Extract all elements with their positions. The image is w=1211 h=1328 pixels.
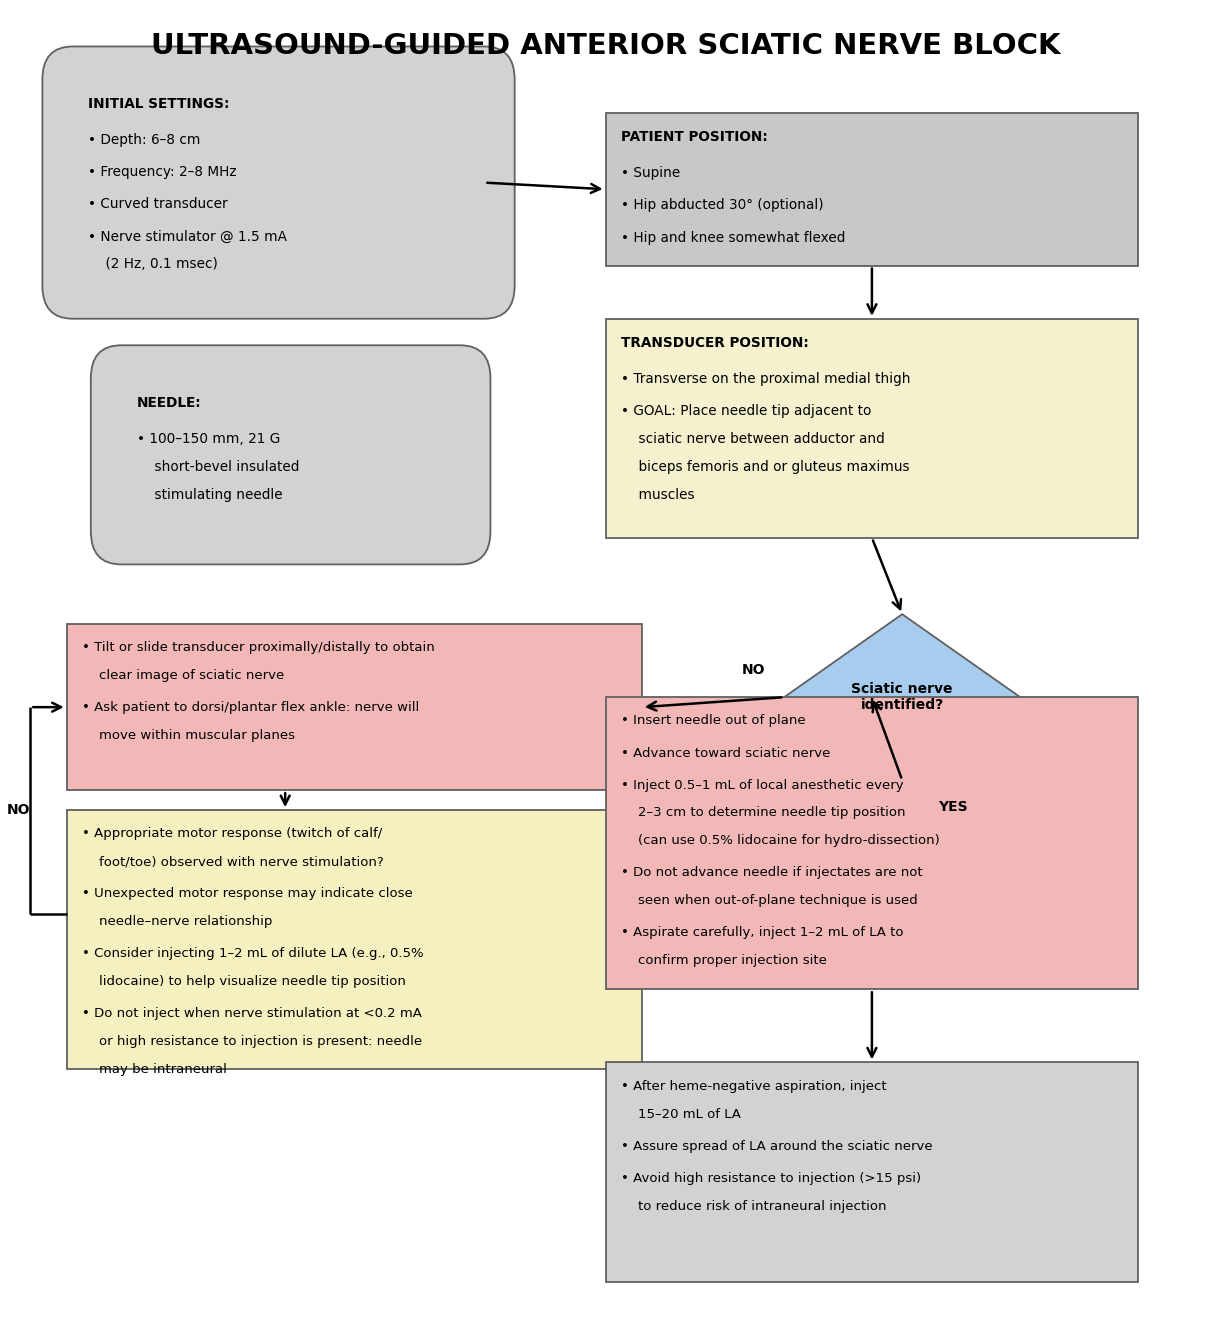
Text: lidocaine) to help visualize needle tip position: lidocaine) to help visualize needle tip … [82, 975, 406, 988]
Text: • Do not advance needle if injectates are not: • Do not advance needle if injectates ar… [621, 866, 923, 879]
Text: (can use 0.5% lidocaine for hydro-dissection): (can use 0.5% lidocaine for hydro-dissec… [621, 834, 940, 847]
Text: biceps femoris and or gluteus maximus: biceps femoris and or gluteus maximus [621, 459, 909, 474]
Text: • Inject 0.5–1 mL of local anesthetic every: • Inject 0.5–1 mL of local anesthetic ev… [621, 778, 903, 791]
Text: confirm proper injection site: confirm proper injection site [621, 955, 827, 967]
Text: ULTRASOUND-GUIDED ANTERIOR SCIATIC NERVE BLOCK: ULTRASOUND-GUIDED ANTERIOR SCIATIC NERVE… [150, 32, 1061, 61]
Text: • Insert needle out of plane: • Insert needle out of plane [621, 714, 805, 728]
Text: • Appropriate motor response (twitch of calf/: • Appropriate motor response (twitch of … [82, 827, 383, 841]
Text: stimulating needle: stimulating needle [137, 487, 282, 502]
Text: or high resistance to injection is present: needle: or high resistance to injection is prese… [82, 1035, 423, 1048]
Text: sciatic nerve between adductor and: sciatic nerve between adductor and [621, 432, 885, 446]
Text: foot/toe) observed with nerve stimulation?: foot/toe) observed with nerve stimulatio… [82, 855, 384, 869]
FancyBboxPatch shape [606, 697, 1138, 989]
Text: INITIAL SETTINGS:: INITIAL SETTINGS: [88, 97, 230, 112]
Text: seen when out-of-plane technique is used: seen when out-of-plane technique is used [621, 894, 918, 907]
Text: • GOAL: Place needle tip adjacent to: • GOAL: Place needle tip adjacent to [621, 404, 872, 418]
FancyBboxPatch shape [91, 345, 490, 564]
Text: NO: NO [742, 663, 765, 677]
Text: 2–3 cm to determine needle tip position: 2–3 cm to determine needle tip position [621, 806, 906, 819]
Text: • After heme-negative aspiration, inject: • After heme-negative aspiration, inject [621, 1080, 886, 1093]
Text: • Hip and knee somewhat flexed: • Hip and knee somewhat flexed [621, 231, 845, 244]
Text: • Unexpected motor response may indicate close: • Unexpected motor response may indicate… [82, 887, 413, 900]
Text: • Supine: • Supine [621, 166, 681, 181]
Text: NEEDLE:: NEEDLE: [137, 396, 201, 410]
Text: • Ask patient to dorsi/plantar flex ankle: nerve will: • Ask patient to dorsi/plantar flex ankl… [82, 701, 419, 714]
Text: needle–nerve relationship: needle–nerve relationship [82, 915, 272, 928]
Text: (2 Hz, 0.1 msec): (2 Hz, 0.1 msec) [88, 258, 218, 271]
Text: short-bevel insulated: short-bevel insulated [137, 459, 299, 474]
Text: may be intraneural: may be intraneural [82, 1062, 228, 1076]
Text: 15–20 mL of LA: 15–20 mL of LA [621, 1108, 741, 1121]
Text: move within muscular planes: move within muscular planes [82, 729, 295, 742]
Text: • Nerve stimulator @ 1.5 mA: • Nerve stimulator @ 1.5 mA [88, 230, 287, 243]
FancyBboxPatch shape [606, 319, 1138, 538]
Text: TRANSDUCER POSITION:: TRANSDUCER POSITION: [621, 336, 809, 351]
Text: • Consider injecting 1–2 mL of dilute LA (e.g., 0.5%: • Consider injecting 1–2 mL of dilute LA… [82, 947, 424, 960]
Text: • Do not inject when nerve stimulation at <0.2 mA: • Do not inject when nerve stimulation a… [82, 1007, 423, 1020]
Text: clear image of sciatic nerve: clear image of sciatic nerve [82, 669, 285, 683]
Text: muscles: muscles [621, 487, 695, 502]
Text: • Aspirate carefully, inject 1–2 mL of LA to: • Aspirate carefully, inject 1–2 mL of L… [621, 927, 903, 939]
Text: • Tilt or slide transducer proximally/distally to obtain: • Tilt or slide transducer proximally/di… [82, 641, 435, 655]
Polygon shape [785, 615, 1020, 781]
FancyBboxPatch shape [606, 1062, 1138, 1282]
FancyBboxPatch shape [67, 624, 642, 790]
Text: • Avoid high resistance to injection (>15 psi): • Avoid high resistance to injection (>1… [621, 1171, 922, 1185]
Text: to reduce risk of intraneural injection: to reduce risk of intraneural injection [621, 1199, 886, 1212]
Text: • 100–150 mm, 21 G: • 100–150 mm, 21 G [137, 432, 280, 446]
Text: • Assure spread of LA around the sciatic nerve: • Assure spread of LA around the sciatic… [621, 1139, 932, 1153]
FancyBboxPatch shape [67, 810, 642, 1069]
Text: • Depth: 6–8 cm: • Depth: 6–8 cm [88, 133, 201, 147]
Text: • Curved transducer: • Curved transducer [88, 198, 228, 211]
Text: NO: NO [6, 803, 30, 818]
FancyBboxPatch shape [42, 46, 515, 319]
Text: PATIENT POSITION:: PATIENT POSITION: [621, 130, 768, 145]
Text: • Transverse on the proximal medial thigh: • Transverse on the proximal medial thig… [621, 372, 911, 386]
Text: • Frequency: 2–8 MHz: • Frequency: 2–8 MHz [88, 165, 237, 179]
FancyBboxPatch shape [606, 113, 1138, 266]
Text: • Advance toward sciatic nerve: • Advance toward sciatic nerve [621, 746, 831, 760]
Text: Sciatic nerve
identified?: Sciatic nerve identified? [851, 683, 953, 712]
Text: • Hip abducted 30° (optional): • Hip abducted 30° (optional) [621, 198, 823, 212]
Text: YES: YES [939, 799, 968, 814]
